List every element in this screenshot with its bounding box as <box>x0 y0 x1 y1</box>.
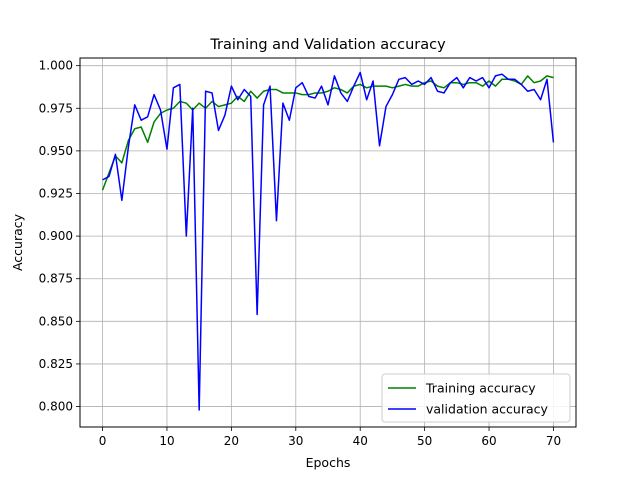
legend-box <box>381 373 571 423</box>
axes-frame <box>79 57 577 428</box>
series-line-1 <box>102 71 555 411</box>
y-tick-label: 1.000 <box>39 59 73 73</box>
x-tick-label: 30 <box>288 434 303 448</box>
x-tick-label: 0 <box>99 434 107 448</box>
y-axis-ticks: 0.800 0.825 0.850 0.875 0.900 0.925 0.950 0.975… <box>39 59 80 414</box>
x-tick-label: 10 <box>159 434 174 448</box>
x-axis-label: Epochs <box>306 455 351 470</box>
series-lines <box>101 71 555 411</box>
y-tick-label: 0.900 <box>39 229 73 243</box>
y-tick-label: 0.875 <box>39 272 73 286</box>
x-tick-label: 20 <box>224 434 239 448</box>
legend-label-1: validation accuracy <box>426 402 549 417</box>
y-tick-label: 0.825 <box>39 357 73 371</box>
x-tick-label: 50 <box>417 434 432 448</box>
y-tick-label: 0.925 <box>39 186 73 200</box>
series-line-0 <box>101 75 554 191</box>
y-tick-label: 0.850 <box>39 314 73 328</box>
legend: Training accuracy validation accuracy <box>381 373 571 423</box>
legend-label-0: Training accuracy <box>425 381 536 396</box>
chart-title: Training and Validation accuracy <box>209 37 446 53</box>
x-tick-label: 70 <box>546 434 561 448</box>
x-tick-label: 60 <box>481 434 496 448</box>
y-tick-label: 0.975 <box>39 101 73 115</box>
y-tick-label: 0.950 <box>39 144 73 158</box>
grid <box>80 58 576 427</box>
y-axis-label: Accuracy <box>10 213 25 271</box>
x-tick-label: 40 <box>353 434 368 448</box>
x-axis-ticks: 0 10 20 30 40 50 60 70 <box>99 427 561 448</box>
y-tick-label: 0.800 <box>39 400 73 414</box>
